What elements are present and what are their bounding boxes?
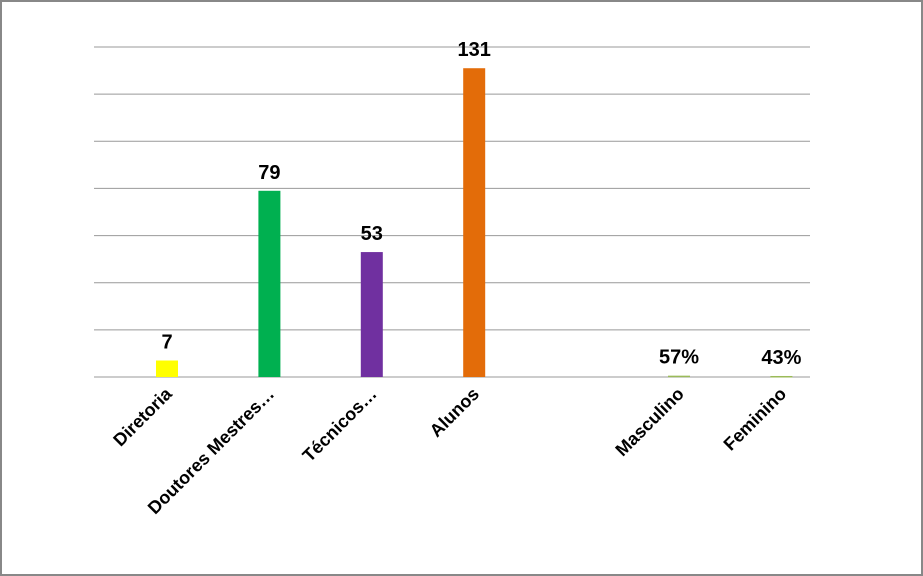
data-label: 57% [659, 347, 699, 369]
data-label: 43% [761, 347, 801, 369]
data-label: 131 [458, 39, 491, 61]
bar [360, 252, 383, 377]
bar [770, 375, 793, 378]
bar [258, 190, 281, 377]
data-label: 7 [161, 332, 172, 354]
bar [463, 68, 486, 377]
bar [668, 375, 690, 378]
data-label: 53 [361, 223, 383, 245]
data-label: 79 [258, 162, 280, 184]
bar [156, 360, 178, 377]
